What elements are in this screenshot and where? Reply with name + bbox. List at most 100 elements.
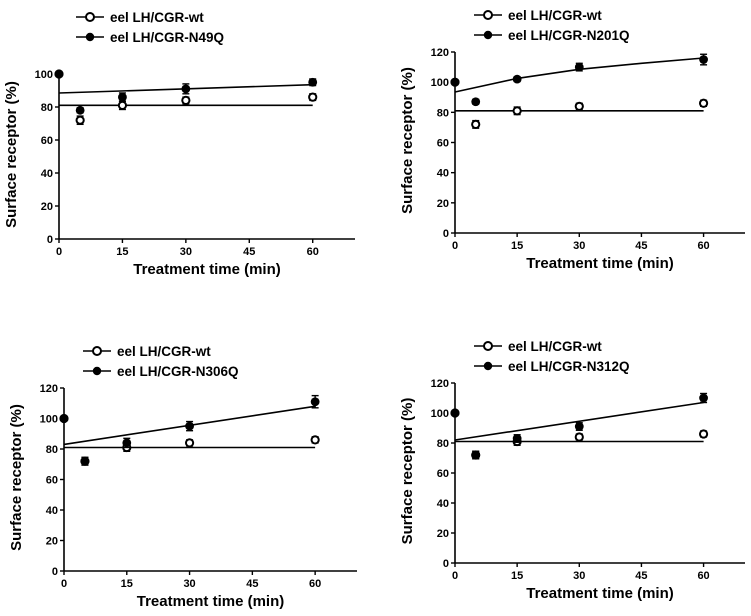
legend-label: eel LH/CGR-wt: [110, 10, 204, 25]
legend-marker: [92, 346, 102, 356]
data-point: [574, 422, 584, 431]
x-tick-label: 0: [56, 246, 62, 258]
y-tick-label: 80: [437, 438, 449, 450]
y-tick-label: 60: [41, 135, 53, 147]
y-tick-label: 120: [431, 378, 449, 390]
legend-label: eel LH/CGR-wt: [117, 344, 211, 359]
data-point: [574, 101, 584, 111]
chart-panel-3: 0 20 40 60 80 100 120 0 15 30 45 60 Treatment time (…: [8, 344, 357, 610]
legend-marker: [483, 30, 493, 40]
legend-label: eel LH/CGR-wt: [508, 8, 602, 23]
y-axis-title: Surface receptor (%): [399, 67, 416, 214]
series-1: [450, 77, 709, 130]
legend-item: eel LH/CGR-wt: [76, 10, 204, 25]
legend-label: eel LH/CGR-wt: [508, 339, 602, 354]
data-point: [75, 105, 85, 115]
y-tick-label: 0: [47, 234, 53, 246]
legend-item: eel LH/CGR-N306Q: [83, 364, 239, 379]
x-tick-label: 45: [635, 240, 647, 252]
data-point: [471, 119, 481, 130]
legend-item: eel LH/CGR-N201Q: [474, 28, 630, 43]
data-point: [185, 421, 194, 431]
data-point: [574, 62, 584, 72]
data-point: [310, 397, 320, 407]
legend-marker: [483, 341, 493, 351]
data-point: [117, 100, 128, 110]
x-tick-label: 0: [452, 240, 458, 252]
x-tick-label: 30: [183, 578, 195, 590]
x-tick-label: 60: [697, 240, 709, 252]
legend-item: eel LH/CGR-N49Q: [76, 30, 224, 45]
y-tick-label: 80: [46, 444, 58, 456]
data-point: [574, 432, 584, 442]
data-point: [512, 434, 522, 443]
x-tick-label: 0: [452, 570, 458, 582]
x-tick-label: 30: [573, 570, 585, 582]
x-tick-label: 15: [116, 246, 128, 258]
y-tick-label: 100: [35, 69, 53, 81]
y-tick-label: 20: [41, 201, 53, 213]
series-2: [54, 69, 318, 115]
y-tick-label: 40: [437, 498, 449, 510]
data-point: [450, 77, 460, 87]
legend-item: eel LH/CGR-wt: [474, 339, 602, 354]
series-2: [450, 392, 708, 460]
data-point: [698, 429, 709, 439]
x-axis-title: Treatment time (min): [137, 593, 285, 610]
legend-marker: [85, 32, 95, 42]
legend-item: eel LH/CGR-wt: [83, 344, 211, 359]
legend-marker: [483, 10, 493, 20]
y-tick-label: 60: [437, 138, 449, 150]
y-tick-label: 20: [437, 528, 449, 540]
x-tick-label: 15: [511, 570, 523, 582]
data-point: [310, 435, 320, 445]
legend-marker: [85, 12, 95, 22]
y-tick-label: 60: [437, 468, 449, 480]
x-tick-label: 45: [635, 570, 647, 582]
y-tick-label: 100: [431, 77, 449, 89]
y-tick-label: 120: [431, 47, 449, 59]
data-point: [184, 438, 195, 448]
x-tick-label: 60: [309, 578, 321, 590]
legend: eel LH/CGR-wt eel LH/CGR-N201Q: [474, 8, 630, 43]
y-axis-title: Surface receptor (%): [8, 404, 25, 551]
series-1: [59, 413, 320, 466]
x-tick-label: 60: [697, 570, 709, 582]
legend-label: eel LH/CGR-N306Q: [117, 364, 239, 379]
series-2: [59, 394, 320, 466]
x-axis-title: Treatment time (min): [526, 255, 674, 272]
legend-label: eel LH/CGR-N49Q: [110, 30, 224, 45]
data-point: [118, 92, 127, 102]
chart-panel-2: 0 20 40 60 80 100 120 0 15 30 45 60 Treatment time (…: [399, 8, 745, 272]
data-point: [54, 69, 64, 79]
y-tick-label: 40: [46, 505, 58, 517]
y-tick-label: 100: [40, 414, 58, 426]
data-point: [181, 95, 191, 106]
x-tick-label: 45: [246, 578, 258, 590]
data-point: [59, 414, 69, 423]
data-point: [80, 456, 90, 466]
y-tick-label: 120: [40, 383, 58, 395]
x-tick-label: 30: [573, 240, 585, 252]
data-point: [699, 55, 708, 64]
x-axis-title: Treatment time (min): [133, 261, 281, 278]
fit-line: [454, 401, 704, 441]
chart-panel-4: 0 20 40 60 80 100 120 0 15 30 45 60 Treatment time (…: [399, 339, 745, 602]
data-point: [75, 115, 85, 125]
legend-item: eel LH/CGR-wt: [474, 8, 602, 23]
x-tick-label: 45: [243, 246, 255, 258]
data-point: [450, 408, 460, 418]
y-axis-title: Surface receptor (%): [3, 81, 20, 228]
x-tick-label: 60: [307, 246, 319, 258]
x-tick-label: 0: [61, 578, 67, 590]
data-point: [471, 450, 481, 460]
x-tick-label: 15: [511, 240, 523, 252]
data-point: [308, 77, 318, 87]
y-tick-label: 20: [46, 536, 58, 548]
data-point: [699, 393, 708, 403]
x-tick-label: 30: [180, 246, 192, 258]
x-tick-label: 15: [121, 578, 133, 590]
legend-marker: [92, 366, 102, 376]
y-tick-label: 80: [41, 102, 53, 114]
data-point: [512, 106, 522, 116]
